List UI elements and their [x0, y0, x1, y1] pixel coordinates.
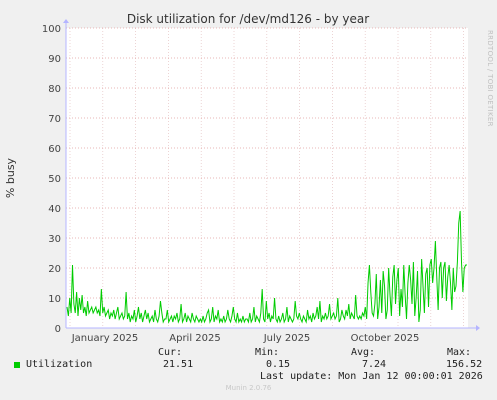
munin-version: Munin 2.0.76	[225, 384, 272, 392]
y-tick-label: 0	[55, 324, 61, 335]
legend-avg-value: 7.24	[362, 359, 387, 370]
x-tick-labels: January 2025 April 2025 July 2025 October 2…	[71, 333, 420, 344]
series-group	[66, 210, 467, 324]
y-tick-label: 80	[48, 84, 61, 95]
y-tick-label: 30	[48, 234, 61, 245]
legend-avg-label: Avg:	[351, 347, 376, 358]
y-tick-label: 90	[48, 54, 61, 65]
legend-series-name: Utilization	[26, 359, 93, 370]
y-tick-label: 20	[48, 264, 61, 275]
legend-cur-label: Cur:	[158, 347, 183, 358]
x-tick-label: July 2025	[263, 333, 311, 344]
x-axis-arrow	[476, 325, 480, 331]
major-grid	[66, 27, 468, 329]
y-tick-label: 50	[48, 174, 61, 185]
y-axis-arrow	[63, 19, 69, 23]
legend-cur-value: 21.51	[163, 359, 194, 370]
y-tick-label: 10	[48, 294, 61, 305]
y-tick-label: 40	[48, 204, 61, 215]
series-line-utilization	[66, 210, 467, 324]
x-tick-label: April 2025	[169, 333, 220, 344]
legend-min-value: 0.15	[266, 359, 291, 370]
y-tick-labels: 0 10 20 30 40 50 60 70 80 90 100	[42, 24, 61, 335]
rrdtool-credit: RRDTOOL / TOBI OETIKER	[486, 30, 494, 127]
legend-swatch	[14, 362, 20, 368]
legend: Cur: Min: Avg: Max: Utilization 21.51 0.…	[0, 345, 497, 390]
y-axis-label: % busy	[4, 157, 17, 198]
y-tick-label: 60	[48, 144, 61, 155]
x-tick-label: October 2025	[351, 333, 420, 344]
legend-min-label: Min:	[255, 347, 280, 358]
legend-max-value: 156.52	[446, 359, 483, 370]
last-update: Last update: Mon Jan 12 00:00:01 2026	[260, 371, 483, 382]
legend-max-label: Max:	[447, 347, 472, 358]
y-tick-label: 100	[42, 24, 61, 35]
x-tick-label: January 2025	[71, 333, 139, 344]
axes	[63, 19, 480, 331]
y-tick-label: 70	[48, 114, 61, 125]
chart-svg: 0 10 20 30 40 50 60 70 80 90 100 January 2025 April…	[4, 12, 480, 344]
chart-title: Disk utilization for /dev/md126 - by yea…	[127, 12, 369, 26]
